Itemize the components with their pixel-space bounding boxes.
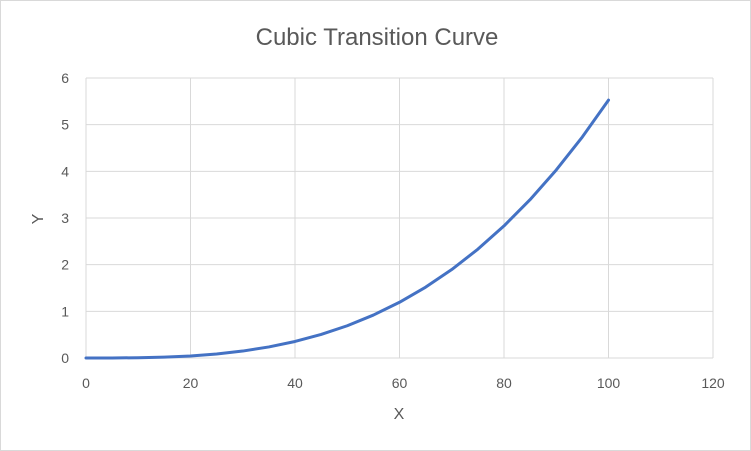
x-tick-label: 120 [701, 375, 725, 391]
x-tick-label: 40 [287, 375, 303, 391]
y-tick-label: 1 [61, 303, 69, 319]
y-tick-label: 2 [61, 257, 69, 273]
chart-title: Cubic Transition Curve [256, 24, 499, 51]
x-tick-label: 100 [597, 375, 621, 391]
y-tick-label: 4 [61, 163, 69, 179]
y-tick-label: 5 [61, 117, 69, 133]
gridlines [85, 77, 714, 359]
x-axis-title: X [394, 406, 405, 423]
y-tick-label: 6 [61, 70, 69, 86]
y-axis-ticks: 0 1 2 3 4 5 6 [61, 70, 69, 366]
x-tick-label: 0 [82, 375, 90, 391]
x-axis-ticks: 0 20 40 60 80 100 120 [82, 375, 725, 391]
y-axis-title: Y [30, 213, 47, 224]
x-tick-label: 60 [392, 375, 408, 391]
x-tick-label: 80 [496, 375, 512, 391]
x-tick-label: 20 [183, 375, 199, 391]
series-line [84, 98, 610, 360]
series-layer [84, 98, 610, 360]
y-tick-label: 0 [61, 350, 69, 366]
y-tick-label: 3 [61, 210, 69, 226]
